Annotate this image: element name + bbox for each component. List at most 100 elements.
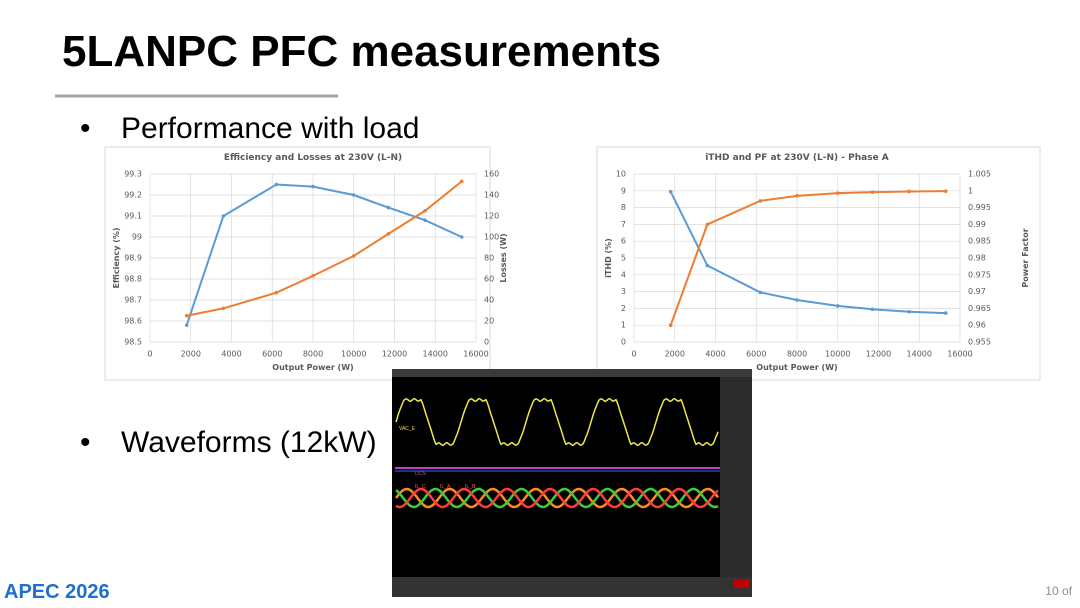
logo: APEC 2026 — [4, 581, 110, 603]
x-tick-label: 12000 — [382, 350, 407, 359]
y2-tick-label: 0.975 — [968, 270, 991, 279]
x-tick-label: 14000 — [423, 350, 448, 359]
point — [351, 193, 356, 197]
y2-tick-label: 0.955 — [968, 338, 991, 347]
y-axis-label: iTHD (%) — [604, 238, 613, 278]
y-tick-label: 98.7 — [124, 296, 142, 305]
y2-tick-label: 0 — [484, 338, 489, 347]
point — [795, 298, 799, 302]
point — [758, 199, 763, 203]
x-tick-label: 6000 — [746, 350, 766, 359]
chart-title: iTHD and PF at 230V (L-N) - Phase A — [705, 153, 889, 163]
point — [795, 194, 799, 198]
point — [386, 205, 391, 210]
y2-tick-label: 160 — [484, 170, 499, 179]
bullet-dot: • — [80, 426, 91, 459]
chart-frame — [596, 146, 1041, 381]
x-tick-label: 8000 — [303, 350, 323, 359]
point — [311, 274, 315, 278]
point — [221, 214, 226, 218]
y2-tick-label: 20 — [484, 317, 494, 326]
point — [943, 311, 948, 315]
x-tick-label: 14000 — [907, 350, 932, 359]
y2-tick-label: 60 — [484, 275, 494, 284]
scope-label: IL_C — [415, 484, 426, 490]
point — [668, 323, 673, 328]
series-line — [669, 191, 946, 315]
y2-tick-label: 0.98 — [968, 254, 986, 263]
x-tick-label: 12000 — [866, 350, 891, 359]
point — [459, 235, 464, 239]
y2-tick-label: 40 — [484, 296, 494, 305]
point — [705, 222, 710, 227]
y2-tick-label: 1 — [968, 186, 973, 195]
x-tick-label: 4000 — [705, 350, 725, 359]
y-tick-label: 10 — [616, 170, 626, 179]
y-tick-label: 4 — [621, 270, 626, 279]
point — [870, 307, 875, 312]
y-tick-label: 6 — [621, 237, 626, 246]
y-axis-label: Efficiency (%) — [112, 227, 121, 288]
y2-axis-label: Power Factor — [1021, 228, 1030, 287]
oscilloscope-screenshot: VAC_E DCN IL_C IL_A IL_B — [392, 369, 752, 597]
scope-label: VAC_E — [399, 426, 416, 432]
y2-tick-label: 0.99 — [968, 220, 986, 229]
y-tick-label: 99.3 — [124, 170, 142, 179]
x-tick-label: 4000 — [221, 350, 241, 359]
x-tick-label: 6000 — [262, 350, 282, 359]
y2-tick-label: 80 — [484, 254, 494, 263]
point — [459, 179, 464, 184]
y2-tick-label: 0.965 — [968, 304, 991, 313]
point — [870, 190, 875, 194]
series-line — [669, 190, 946, 326]
scope-screen — [392, 369, 752, 597]
y-tick-label: 3 — [621, 287, 626, 296]
page-number: 10 of — [1045, 584, 1072, 598]
y-tick-label: 7 — [621, 220, 626, 229]
x-tick-label: 2000 — [181, 350, 201, 359]
y2-tick-label: 0.985 — [968, 237, 991, 246]
y2-axis-label: Losses (W) — [499, 233, 508, 282]
y2-tick-label: 0.995 — [968, 203, 991, 212]
x-tick-label: 0 — [147, 350, 152, 359]
bullet-dot: • — [80, 112, 91, 145]
y-tick-label: 0 — [621, 338, 626, 347]
y-tick-label: 5 — [621, 254, 626, 263]
x-tick-label: 10000 — [825, 350, 850, 359]
y2-tick-label: 1.005 — [968, 170, 991, 179]
point — [423, 218, 427, 222]
scope-status-bar — [392, 577, 752, 597]
chart-frame — [104, 146, 491, 381]
bullet: Waveforms (12kW) — [121, 426, 377, 459]
slide-title: 5LANPC PFC measurements — [62, 27, 661, 76]
point — [907, 309, 911, 314]
scope-trace — [395, 487, 719, 509]
point — [943, 189, 948, 193]
series-line — [185, 183, 463, 326]
series-line — [186, 180, 463, 317]
y2-tick-label: 0.96 — [968, 321, 986, 330]
scope-button — [734, 580, 750, 588]
scope-side-panel — [720, 377, 752, 577]
y-tick-label: 98.9 — [124, 254, 142, 263]
y-tick-label: 98.8 — [124, 275, 142, 284]
y-tick-label: 98.5 — [124, 338, 142, 347]
y-tick-label: 98.6 — [124, 317, 142, 326]
x-tick-label: 16000 — [463, 350, 488, 359]
y-tick-label: 8 — [621, 203, 626, 212]
x-axis-label: Output Power (W) — [756, 363, 837, 372]
bullet: Performance with load — [121, 112, 419, 145]
scope-trace — [395, 397, 719, 447]
chart-title: Efficiency and Losses at 230V (L-N) — [224, 153, 402, 163]
point — [907, 189, 911, 194]
point — [274, 290, 279, 295]
y-tick-label: 99.1 — [124, 212, 142, 221]
point — [835, 304, 840, 308]
point — [423, 208, 427, 213]
point — [668, 189, 673, 194]
scope-label: IL_A — [440, 484, 451, 490]
y2-tick-label: 140 — [484, 191, 499, 200]
scope-label: DCN — [415, 471, 426, 477]
